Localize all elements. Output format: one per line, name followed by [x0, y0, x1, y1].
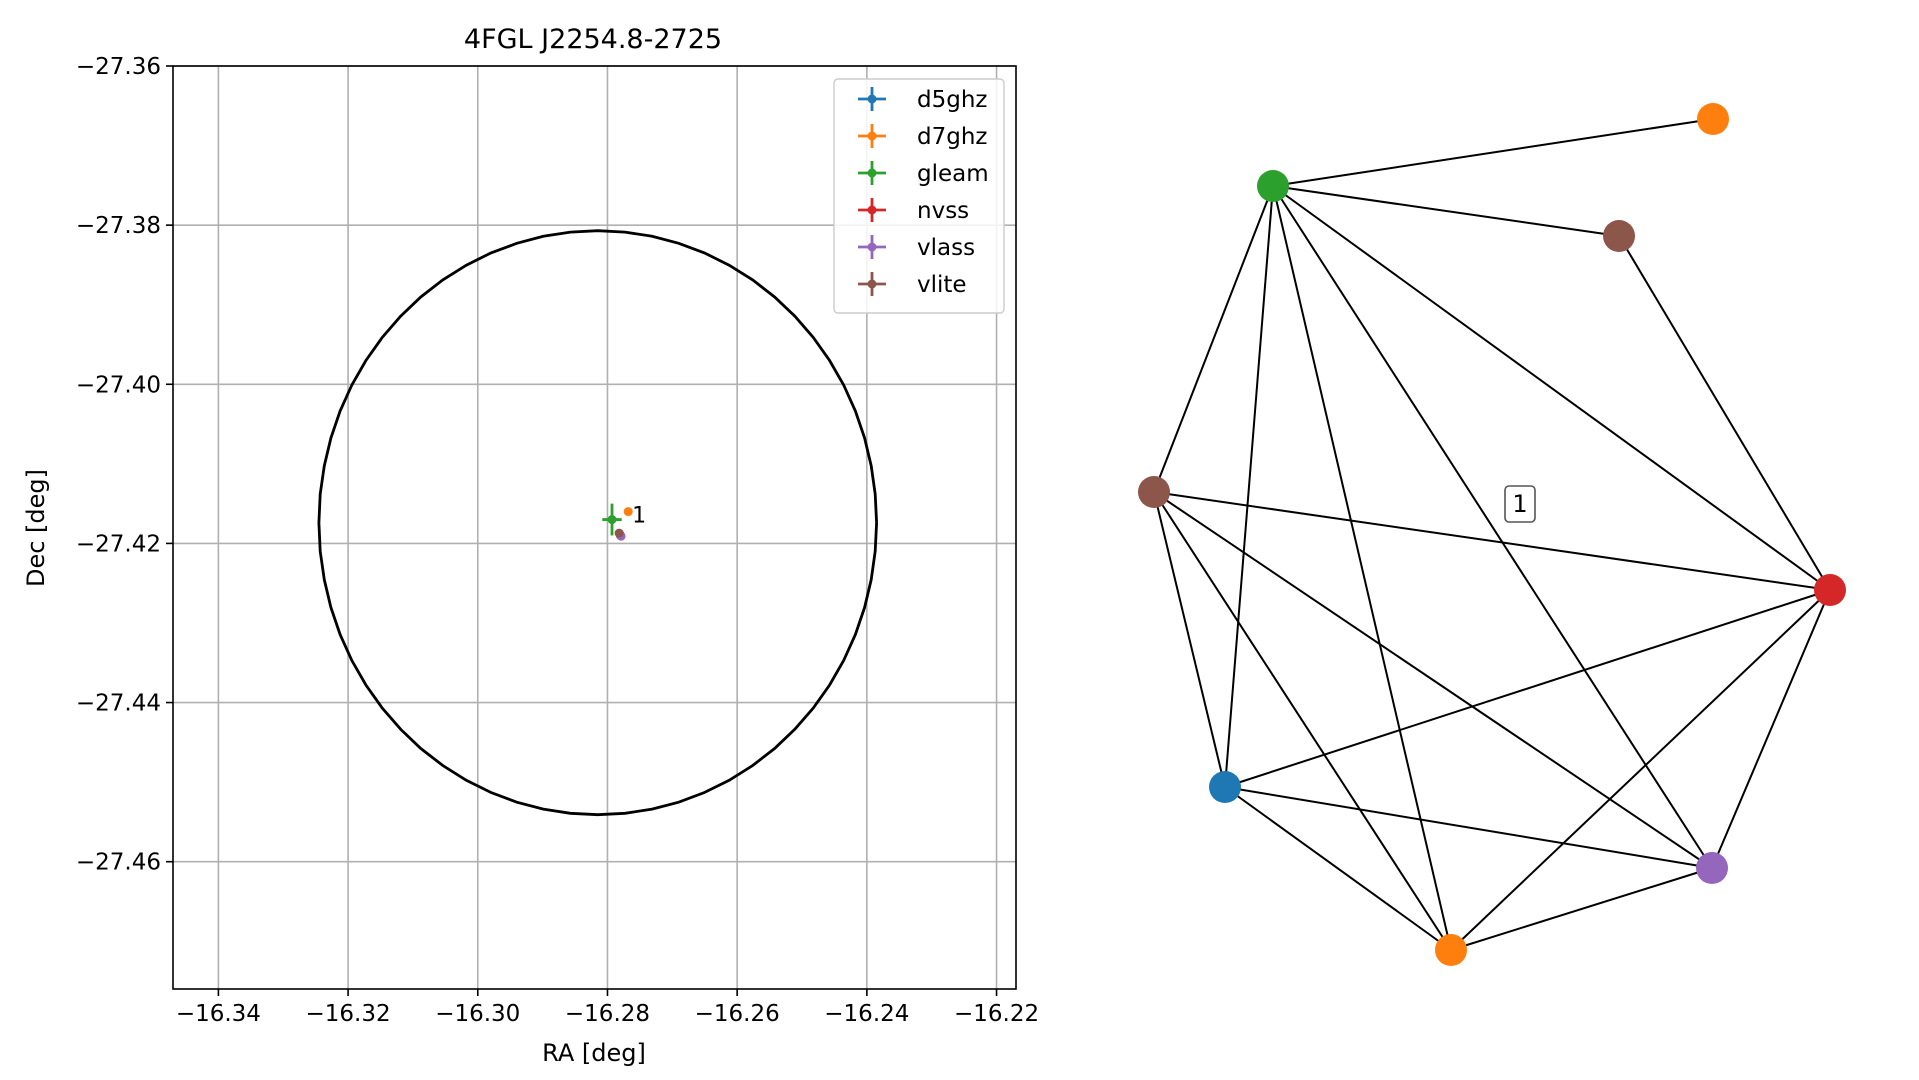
data-point-vlite: [614, 528, 624, 538]
network-node-gleam: [1257, 170, 1289, 202]
legend-swatch-marker: [867, 242, 877, 252]
legend-entry-d5ghz: d5ghz: [858, 87, 987, 113]
network-edge: [1450, 867, 1713, 951]
network-edges: [1153, 118, 1831, 951]
network-edge: [1711, 589, 1831, 869]
network-edge: [1272, 185, 1831, 591]
network-edge: [1224, 185, 1274, 788]
network-edge: [1450, 589, 1831, 951]
legend-entry-vlass: vlass: [858, 235, 975, 261]
network-edge: [1153, 491, 1226, 788]
y-tick-label: −27.42: [76, 531, 161, 557]
network-edge: [1224, 786, 1452, 951]
network-edge: [1618, 235, 1831, 591]
network-label-frame: [1504, 485, 1536, 523]
network-edge: [1153, 491, 1452, 951]
legend-swatch-marker: [867, 168, 877, 178]
x-tick-label: −16.28: [565, 1001, 650, 1027]
network-label-box: 1: [1504, 485, 1536, 523]
point-marker: [623, 507, 633, 517]
point-annotation: 1: [632, 504, 646, 529]
network-edge: [1272, 185, 1452, 951]
network-edge: [1272, 185, 1713, 869]
x-tick-label: −16.24: [824, 1001, 909, 1027]
legend-label: d5ghz: [917, 87, 987, 113]
x-axis-label: RA [deg]: [542, 1039, 646, 1067]
network-nodes: [1138, 103, 1846, 966]
x-tick-label: −16.26: [695, 1001, 780, 1027]
network-edge: [1224, 786, 1713, 869]
y-ticks: −27.36 −27.38 −27.40 −27.42 −27.44 −27.46: [76, 54, 173, 876]
y-tick-label: −27.44: [76, 691, 161, 717]
x-tick-label: −16.22: [954, 1001, 1039, 1027]
legend-swatch-marker: [867, 94, 877, 104]
y-tick-label: −27.38: [76, 213, 161, 239]
network-node-d5ghz: [1209, 771, 1241, 803]
network-node-vlass: [1696, 852, 1728, 884]
scatter-panel: 4FGL J2254.8-2725 1 −16.34 −16.32 −16.30 −1…: [22, 24, 1039, 1067]
network-node-nvss: [1814, 574, 1846, 606]
legend-swatch-marker: [867, 205, 877, 215]
data-points-layer: 1: [602, 504, 646, 541]
y-tick-label: −27.40: [76, 372, 161, 398]
network-edge: [1272, 118, 1714, 187]
network-edge: [1153, 491, 1713, 869]
network-edge: [1272, 185, 1620, 237]
legend-box: [833, 78, 1005, 314]
legend-entry-nvss: nvss: [858, 198, 969, 224]
network-edge: [1153, 491, 1831, 591]
point-marker: [614, 528, 624, 538]
network-node-d7ghz: [1435, 934, 1467, 966]
chart-title: 4FGL J2254.8-2725: [464, 24, 722, 55]
legend-swatch-marker: [867, 131, 877, 141]
network-edge: [1224, 589, 1831, 788]
x-tick-label: −16.30: [435, 1001, 520, 1027]
error-ellipse: [317, 229, 878, 817]
network-node-vlite: [1138, 476, 1170, 508]
legend-entry-d7ghz: d7ghz: [858, 124, 987, 150]
legend-entry-gleam: gleam: [858, 161, 989, 187]
network-edge: [1153, 185, 1274, 493]
network-panel: 1: [1138, 103, 1846, 966]
data-point-gleam: [602, 503, 622, 536]
network-node-vlite-isolated: [1603, 220, 1635, 252]
legend-label: d7ghz: [917, 124, 987, 150]
point-marker: [607, 515, 617, 525]
y-axis-label: Dec [deg]: [22, 469, 50, 587]
legend-label: nvss: [917, 198, 969, 224]
legend-entry-vlite: vlite: [858, 272, 967, 298]
x-ticks: −16.34 −16.32 −16.30 −16.28 −16.26 −16.24 −16.…: [176, 989, 1039, 1027]
network-label-text: 1: [1512, 490, 1527, 518]
y-tick-label: −27.46: [76, 850, 161, 876]
plot-frame: [172, 65, 1017, 990]
x-tick-label: −16.32: [306, 1001, 391, 1027]
x-tick-label: −16.34: [176, 1001, 261, 1027]
legend-label: gleam: [917, 161, 989, 187]
legend-label: vlite: [917, 272, 967, 298]
data-point-d7ghz: [623, 507, 633, 517]
error-ellipse-layer: [317, 229, 878, 817]
y-tick-label: −27.36: [76, 54, 161, 80]
legend-label: vlass: [917, 235, 975, 261]
legend-swatch-marker: [867, 279, 877, 289]
legend: d5ghz d7ghz gleam nvss vlass vlite: [833, 78, 1005, 314]
network-node-d7ghz-isolated: [1697, 103, 1729, 135]
